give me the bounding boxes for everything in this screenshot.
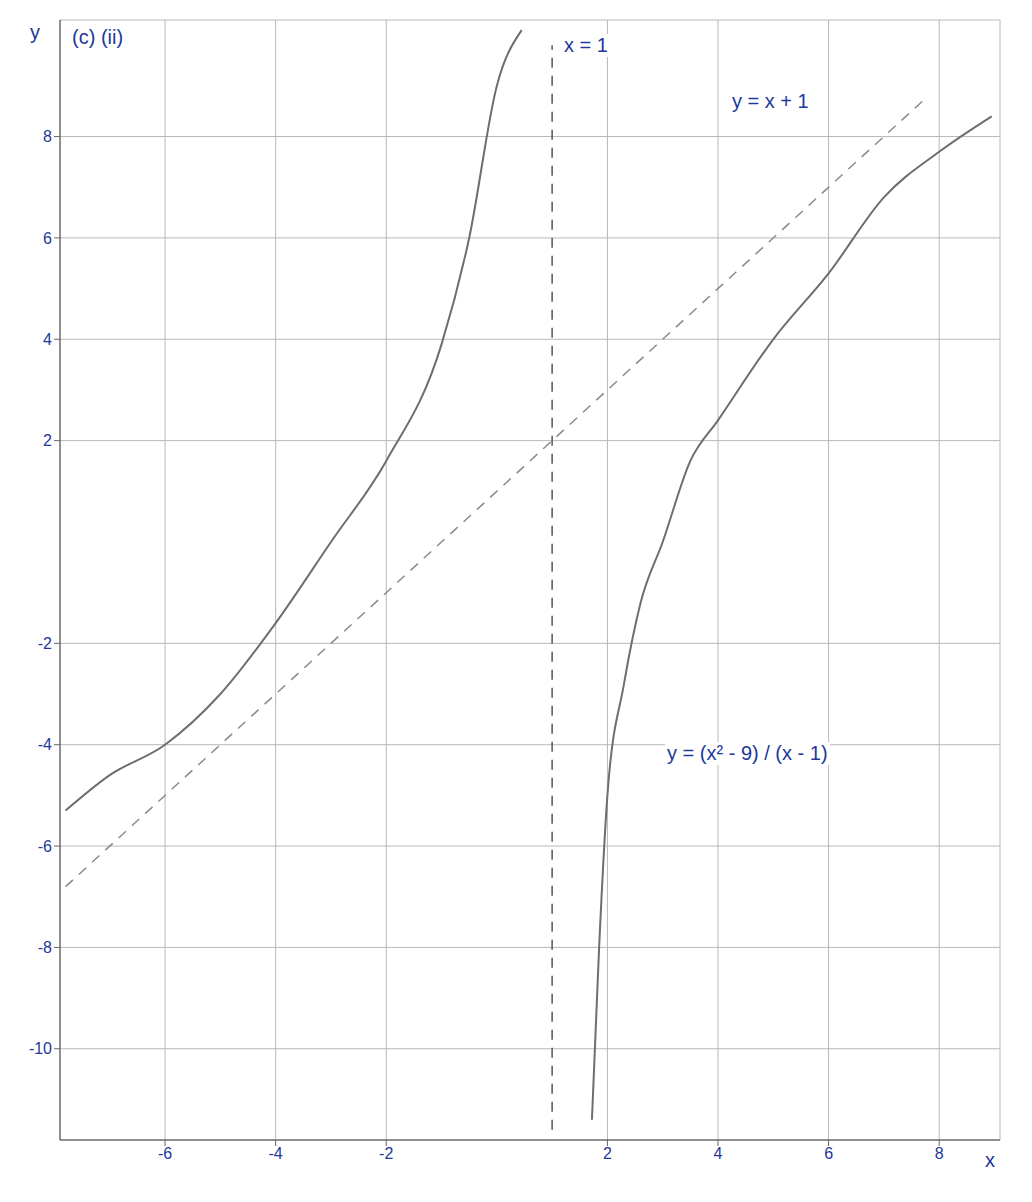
svg-text:4: 4 xyxy=(43,331,52,348)
svg-text:6: 6 xyxy=(43,230,52,247)
svg-text:2: 2 xyxy=(43,432,52,449)
svg-text:6: 6 xyxy=(824,1145,833,1162)
svg-text:-6: -6 xyxy=(38,838,52,855)
svg-text:-2: -2 xyxy=(38,635,52,652)
svg-text:-2: -2 xyxy=(379,1145,393,1162)
svg-text:8: 8 xyxy=(935,1145,944,1162)
html-text:(c) (ii): (c) (ii) xyxy=(72,26,124,48)
svg-text:-6: -6 xyxy=(158,1145,172,1162)
svg-text:y: y xyxy=(30,21,40,43)
svg-text:8: 8 xyxy=(43,128,52,145)
html-text:y = (x² - 9) / (x - 1): y = (x² - 9) / (x - 1) xyxy=(667,742,828,764)
svg-text:x: x xyxy=(985,1149,995,1171)
html-text:x = 1: x = 1 xyxy=(564,34,608,56)
svg-text:-8: -8 xyxy=(38,939,52,956)
svg-text:-10: -10 xyxy=(29,1040,52,1057)
svg-text:-4: -4 xyxy=(38,736,52,753)
html-text:y = x + 1: y = x + 1 xyxy=(732,90,809,112)
svg-text:-4: -4 xyxy=(269,1145,283,1162)
svg-text:4: 4 xyxy=(714,1145,723,1162)
svg-text:2: 2 xyxy=(603,1145,612,1162)
